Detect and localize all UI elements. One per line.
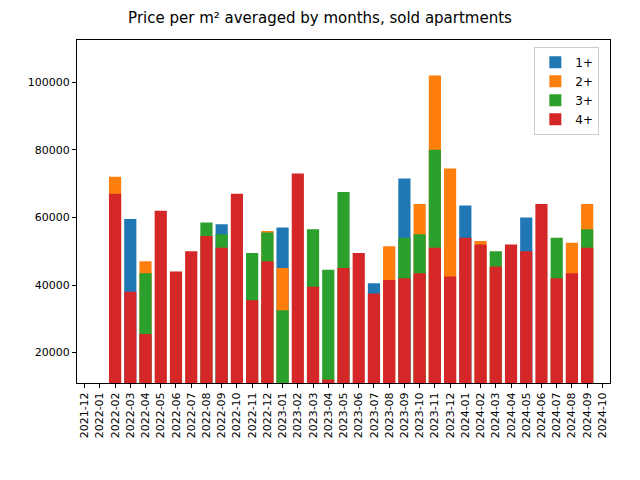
svg-text:2024-01: 2024-01 [459, 392, 472, 438]
svg-text:2023-05: 2023-05 [337, 392, 350, 438]
svg-text:2024-06: 2024-06 [535, 392, 548, 438]
svg-text:1+: 1+ [575, 56, 593, 70]
svg-text:2024-02: 2024-02 [474, 392, 487, 438]
svg-text:2022-03: 2022-03 [124, 392, 137, 438]
svg-text:2024-05: 2024-05 [520, 392, 533, 438]
svg-text:2023-11: 2023-11 [428, 392, 441, 438]
svg-text:2023-02: 2023-02 [291, 392, 304, 438]
svg-text:4+: 4+ [575, 113, 593, 127]
svg-text:2022-11: 2022-11 [246, 392, 259, 438]
svg-text:2022-02: 2022-02 [109, 392, 122, 438]
svg-text:2022-12: 2022-12 [261, 392, 274, 438]
svg-text:2023-04: 2023-04 [322, 392, 335, 438]
svg-text:2023-01: 2023-01 [276, 392, 289, 438]
svg-text:60000: 60000 [35, 211, 70, 224]
svg-text:2023-10: 2023-10 [413, 392, 426, 438]
svg-text:2022-09: 2022-09 [215, 392, 228, 438]
svg-text:2023-06: 2023-06 [352, 392, 365, 438]
svg-text:Price per m² averaged by month: Price per m² averaged by months, sold ap… [128, 9, 512, 27]
svg-text:2022-05: 2022-05 [154, 392, 167, 438]
svg-text:2022-07: 2022-07 [185, 392, 198, 438]
svg-text:20000: 20000 [35, 346, 70, 359]
svg-text:2024-04: 2024-04 [505, 392, 518, 438]
svg-text:2+: 2+ [575, 75, 593, 89]
svg-text:2024-08: 2024-08 [566, 392, 579, 438]
svg-text:2021-12: 2021-12 [78, 392, 91, 438]
svg-text:2022-08: 2022-08 [200, 392, 213, 438]
svg-text:3+: 3+ [575, 94, 593, 108]
svg-text:2023-07: 2023-07 [368, 392, 381, 438]
svg-text:2024-03: 2024-03 [489, 392, 502, 438]
svg-text:100000: 100000 [28, 76, 70, 89]
svg-text:2022-10: 2022-10 [230, 392, 243, 438]
svg-text:80000: 80000 [35, 144, 70, 157]
svg-text:2022-01: 2022-01 [93, 392, 106, 438]
svg-text:40000: 40000 [35, 279, 70, 292]
svg-text:2023-03: 2023-03 [307, 392, 320, 438]
svg-text:2023-12: 2023-12 [444, 392, 457, 438]
svg-text:2022-06: 2022-06 [170, 392, 183, 438]
svg-text:2022-04: 2022-04 [139, 392, 152, 438]
svg-text:2024-10: 2024-10 [596, 392, 609, 438]
svg-text:2023-09: 2023-09 [398, 392, 411, 438]
svg-text:2024-09: 2024-09 [581, 392, 594, 438]
svg-text:2024-07: 2024-07 [550, 392, 563, 438]
svg-text:2023-08: 2023-08 [383, 392, 396, 438]
